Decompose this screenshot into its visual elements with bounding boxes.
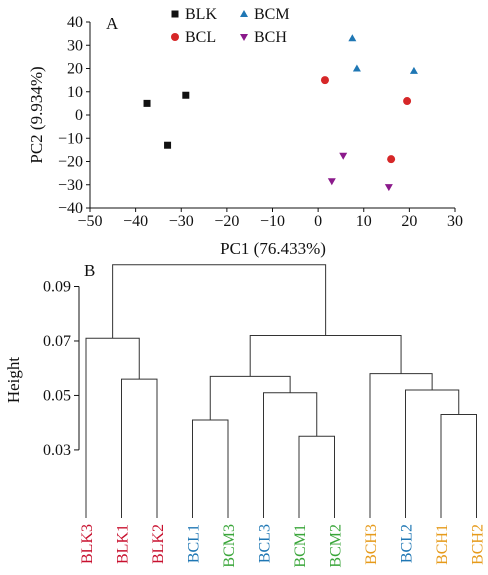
dendrogram-panel: B 0.030.050.070.09 BLK3 BLK1 BLK2 BCL1 BCM3 B… — [4, 261, 487, 568]
dendrogram-branch — [263, 392, 318, 518]
dendrogram-branch — [209, 375, 291, 420]
data-point-bcm — [352, 64, 361, 72]
dendrogram-axis: 0.03 0.05 0.07 0.09 — [43, 279, 80, 459]
height-tick-label: 0.07 — [43, 333, 71, 350]
leaf-label-bcm2: BCM2 — [328, 524, 345, 568]
data-point-bch — [339, 152, 348, 160]
y-tick-label: 20 — [67, 61, 83, 78]
leaf-label-bcm3: BCM3 — [221, 524, 238, 568]
data-point-blk — [182, 91, 190, 99]
x-tick-label: 20 — [401, 213, 417, 230]
leaf-label-bcm1: BCM1 — [292, 524, 309, 568]
leaf-label-bcl3: BCL3 — [257, 524, 274, 563]
leaf-label-blk3: BLK3 — [79, 524, 96, 564]
y-tick-label: 0 — [75, 107, 83, 124]
dendrogram-branch — [192, 419, 229, 518]
legend-marker-bcl — [171, 33, 179, 41]
scatter-points — [143, 34, 418, 192]
dendrogram-branch — [112, 264, 327, 339]
dendrogram-tree — [85, 264, 477, 518]
legend-marker-bcm — [240, 10, 248, 17]
legend-label-bcl: BCL — [185, 29, 216, 46]
legend-marker-bch — [240, 34, 248, 41]
x-axis-title: PC1 (76.433%) — [220, 239, 326, 258]
legend-label-blk: BLK — [185, 6, 217, 23]
y-tick-label: 30 — [67, 37, 83, 54]
dendrogram-leaf-labels: BLK3 BLK1 BLK2 BCL1 BCM3 BCL3 BCM1 BCM2 BCH3 BCL2… — [79, 524, 487, 568]
y-tick-label: −40 — [58, 200, 83, 217]
x-tick-label: −10 — [260, 213, 285, 230]
data-point-bcl — [387, 155, 396, 164]
panel-b-label: B — [84, 261, 95, 280]
leaf-label-bch3: BCH3 — [363, 524, 380, 565]
scatter-axes: −50 −40 −30 −20 −10 0 10 20 30−40−30−20−10010203… — [58, 14, 463, 230]
y-tick-label: 40 — [67, 14, 83, 31]
data-point-bcm — [348, 34, 357, 42]
x-tick-label: −20 — [214, 213, 239, 230]
leaf-label-bch1: BCH1 — [434, 524, 451, 565]
height-tick-label: 0.09 — [43, 279, 71, 296]
leaf-label-blk2: BLK2 — [150, 524, 167, 564]
data-point-bcm — [409, 66, 418, 74]
leaf-label-blk1: BLK1 — [115, 524, 132, 564]
data-point-bcl — [403, 97, 412, 106]
y-tick-label: −30 — [58, 177, 83, 194]
dendrogram-branch — [405, 389, 460, 518]
y-tick-label: −10 — [58, 130, 83, 147]
dendrogram-branch — [369, 373, 433, 518]
x-tick-label: 10 — [356, 213, 372, 230]
data-point-bcl — [320, 76, 329, 85]
data-point-bch — [327, 178, 336, 186]
y-axis-title-height: Height — [4, 357, 23, 404]
x-tick-label: −40 — [123, 213, 148, 230]
leaf-label-bcl1: BCL1 — [186, 524, 203, 563]
legend-label-bcm: BCM — [254, 6, 290, 23]
y-tick-label: 10 — [67, 84, 83, 101]
legend-marker-blk — [171, 10, 179, 18]
x-tick-label: −30 — [169, 213, 194, 230]
data-point-blk — [164, 141, 172, 149]
height-tick-label: 0.05 — [43, 387, 71, 404]
leaf-label-bcl2: BCL2 — [399, 524, 416, 563]
legend-label-bch: BCH — [254, 29, 287, 46]
dendrogram-branch — [440, 414, 477, 518]
x-tick-label: 0 — [314, 213, 322, 230]
x-tick-label: −50 — [77, 213, 102, 230]
x-tick-label: 30 — [447, 213, 463, 230]
y-tick-label: −20 — [58, 154, 83, 171]
height-tick-label: 0.03 — [43, 442, 71, 459]
dendrogram-branch — [85, 337, 140, 518]
y-axis-title: PC2 (9.934%) — [27, 66, 46, 163]
dendrogram-branch — [249, 335, 402, 377]
dendrogram-branch — [121, 378, 158, 518]
panel-a-label: A — [106, 14, 119, 33]
leaf-label-bch2: BCH2 — [470, 524, 487, 565]
scatter-legend: BLK BCM BCL BCH — [171, 6, 290, 46]
dendrogram-branch — [298, 435, 335, 518]
data-point-blk — [143, 99, 151, 107]
data-point-bch — [384, 184, 393, 192]
